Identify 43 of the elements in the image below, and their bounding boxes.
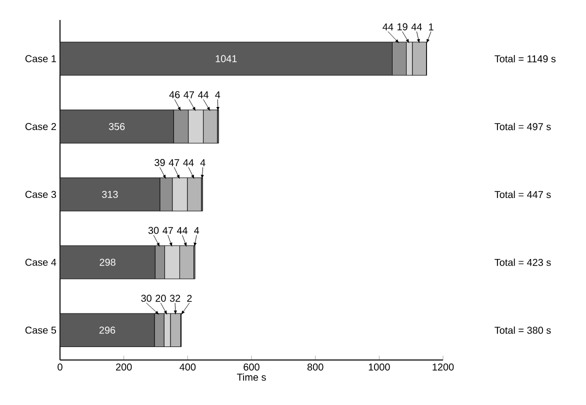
data-label: 4: [194, 227, 200, 234]
y-tick-label: Case 5: [25, 326, 56, 334]
data-label: 47: [162, 227, 173, 234]
text: Total = 380 s: [494, 326, 551, 334]
data-label: 1041: [216, 55, 237, 62]
data-label: 47: [168, 159, 180, 166]
x-tick-label: 1200: [432, 364, 454, 371]
y-tick-label: Case 3: [25, 190, 56, 198]
data-label: 30: [148, 226, 159, 234]
x-tick-label: 200: [116, 364, 132, 371]
x-tick-label: 0: [58, 364, 62, 371]
data-label: 44: [183, 159, 194, 166]
data-label: 39: [154, 159, 165, 166]
text: Total = 1149 s: [494, 55, 556, 62]
data-label: 19: [398, 23, 408, 30]
data-label: 298: [100, 258, 116, 266]
x-tick-label: 400: [180, 364, 196, 371]
x-tick-label: 1000: [368, 364, 390, 371]
data-label: 313: [102, 190, 118, 198]
data-label: 44: [176, 227, 188, 234]
y-tick-label: Case 2: [25, 123, 56, 130]
y-tick-label: Case 4: [25, 258, 56, 266]
data-label: 46: [169, 91, 180, 98]
data-label: 20: [156, 294, 166, 302]
data-label: 4: [215, 91, 220, 98]
data-label: 32: [170, 294, 180, 302]
data-label: 356: [108, 123, 125, 130]
data-label: 2: [187, 294, 192, 302]
y-tick-label: Case 1: [25, 55, 56, 62]
x-tick-label: 800: [307, 364, 324, 371]
text: Total = 423 s: [494, 258, 551, 266]
data-label: 30: [141, 294, 152, 302]
data-label: 44: [382, 23, 394, 30]
data-label: 296: [99, 326, 116, 334]
x-tick-label: 600: [244, 364, 260, 371]
data-label: 44: [411, 23, 422, 30]
data-label: 1: [429, 23, 434, 30]
data-label: 44: [198, 91, 209, 98]
data-label: 4: [200, 159, 206, 166]
data-label: 47: [184, 91, 194, 98]
x-axis-title: Time s: [236, 373, 266, 381]
text: Total = 447 s: [494, 190, 551, 198]
text: Total = 497 s: [494, 122, 551, 130]
